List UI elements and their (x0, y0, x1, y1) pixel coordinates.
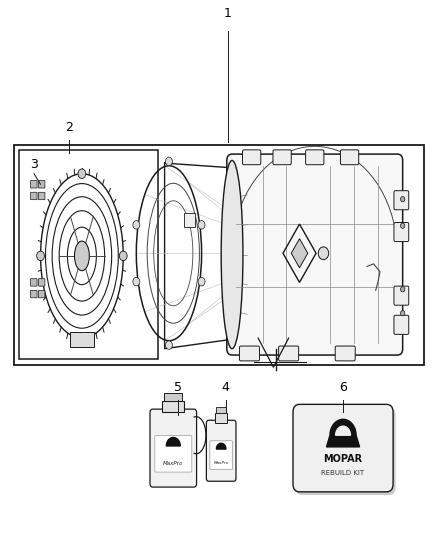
Ellipse shape (221, 160, 243, 349)
Polygon shape (326, 419, 360, 447)
Ellipse shape (119, 251, 127, 261)
Text: 3: 3 (30, 158, 38, 171)
Polygon shape (216, 443, 226, 449)
Polygon shape (166, 438, 180, 446)
Circle shape (400, 223, 405, 228)
Circle shape (198, 277, 205, 286)
FancyBboxPatch shape (296, 408, 396, 495)
FancyBboxPatch shape (293, 405, 393, 492)
FancyBboxPatch shape (394, 191, 409, 210)
FancyBboxPatch shape (340, 150, 359, 165)
Circle shape (198, 221, 205, 229)
Circle shape (318, 247, 328, 260)
FancyBboxPatch shape (227, 154, 403, 355)
FancyBboxPatch shape (243, 150, 261, 165)
FancyBboxPatch shape (394, 286, 409, 305)
FancyBboxPatch shape (273, 150, 291, 165)
Bar (70, 333, 94, 347)
FancyBboxPatch shape (394, 316, 409, 334)
FancyBboxPatch shape (279, 346, 299, 361)
FancyBboxPatch shape (39, 192, 45, 200)
Text: 4: 4 (222, 381, 230, 394)
Text: 1: 1 (224, 7, 232, 20)
Text: 2: 2 (65, 121, 73, 134)
Circle shape (133, 277, 140, 286)
FancyBboxPatch shape (394, 222, 409, 241)
Ellipse shape (37, 251, 45, 261)
Text: MaxPro: MaxPro (214, 461, 229, 465)
Circle shape (400, 311, 405, 316)
Text: REBUILD KIT: REBUILD KIT (321, 470, 364, 476)
FancyBboxPatch shape (240, 346, 259, 361)
FancyBboxPatch shape (31, 181, 37, 188)
FancyBboxPatch shape (31, 192, 37, 200)
FancyBboxPatch shape (210, 441, 233, 470)
Text: 6: 6 (339, 381, 347, 394)
Bar (216, 407, 226, 414)
Bar (162, 401, 184, 413)
FancyBboxPatch shape (306, 150, 324, 165)
FancyBboxPatch shape (31, 290, 37, 298)
FancyBboxPatch shape (39, 181, 45, 188)
FancyBboxPatch shape (206, 420, 236, 481)
Ellipse shape (78, 333, 86, 343)
Bar (19, 150, 158, 359)
FancyBboxPatch shape (335, 346, 355, 361)
Ellipse shape (74, 241, 89, 271)
Circle shape (166, 157, 173, 166)
Circle shape (400, 287, 405, 292)
Circle shape (400, 197, 405, 202)
Bar (215, 414, 227, 423)
Circle shape (166, 341, 173, 349)
Bar (184, 214, 195, 227)
Polygon shape (291, 239, 308, 268)
Text: 5: 5 (173, 381, 182, 394)
FancyBboxPatch shape (39, 279, 45, 286)
Text: MaxPro: MaxPro (163, 462, 184, 466)
Bar (14, 144, 424, 365)
FancyBboxPatch shape (150, 409, 197, 487)
Polygon shape (336, 426, 350, 435)
Text: MOPAR: MOPAR (324, 454, 363, 464)
FancyBboxPatch shape (31, 279, 37, 286)
Ellipse shape (78, 169, 86, 179)
Bar (164, 393, 182, 401)
FancyBboxPatch shape (155, 435, 192, 472)
FancyBboxPatch shape (39, 290, 45, 298)
Circle shape (133, 221, 140, 229)
